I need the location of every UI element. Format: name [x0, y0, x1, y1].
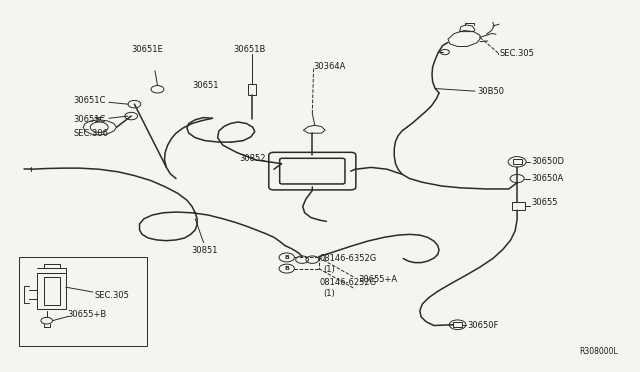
Bar [453, 322, 462, 327]
Text: 30655: 30655 [531, 198, 557, 207]
Text: SEC.305: SEC.305 [499, 49, 534, 58]
Text: SEC.306: SEC.306 [74, 129, 109, 138]
Text: SEC.305: SEC.305 [95, 291, 129, 300]
Text: 30651C: 30651C [74, 115, 106, 124]
Bar [44, 277, 60, 305]
Text: 30852: 30852 [239, 154, 266, 163]
Text: 08146-6352G: 08146-6352G [320, 254, 377, 263]
Bar [513, 159, 522, 164]
Bar [19, 257, 147, 346]
Text: B: B [284, 266, 289, 271]
Bar [512, 202, 525, 210]
Text: (1): (1) [323, 265, 335, 274]
Text: 30650D: 30650D [531, 157, 564, 166]
Bar [248, 84, 256, 95]
Text: 30655+A: 30655+A [358, 275, 397, 283]
Text: B: B [284, 255, 289, 260]
Text: 30851: 30851 [191, 246, 218, 254]
Text: 30651E: 30651E [131, 45, 163, 54]
Text: 30655+B: 30655+B [67, 310, 106, 319]
Text: (1): (1) [323, 289, 335, 298]
Text: 30650F: 30650F [467, 321, 499, 330]
Text: 30364A: 30364A [314, 62, 346, 71]
Text: 30651B: 30651B [234, 45, 266, 54]
Text: 30B50: 30B50 [477, 87, 504, 96]
Bar [37, 273, 66, 309]
Text: 30651: 30651 [192, 81, 218, 90]
Text: 30650A: 30650A [531, 174, 563, 183]
Text: R308000L: R308000L [579, 347, 618, 356]
Text: 08146-6252G: 08146-6252G [320, 278, 377, 287]
Text: 30651C: 30651C [74, 96, 106, 105]
